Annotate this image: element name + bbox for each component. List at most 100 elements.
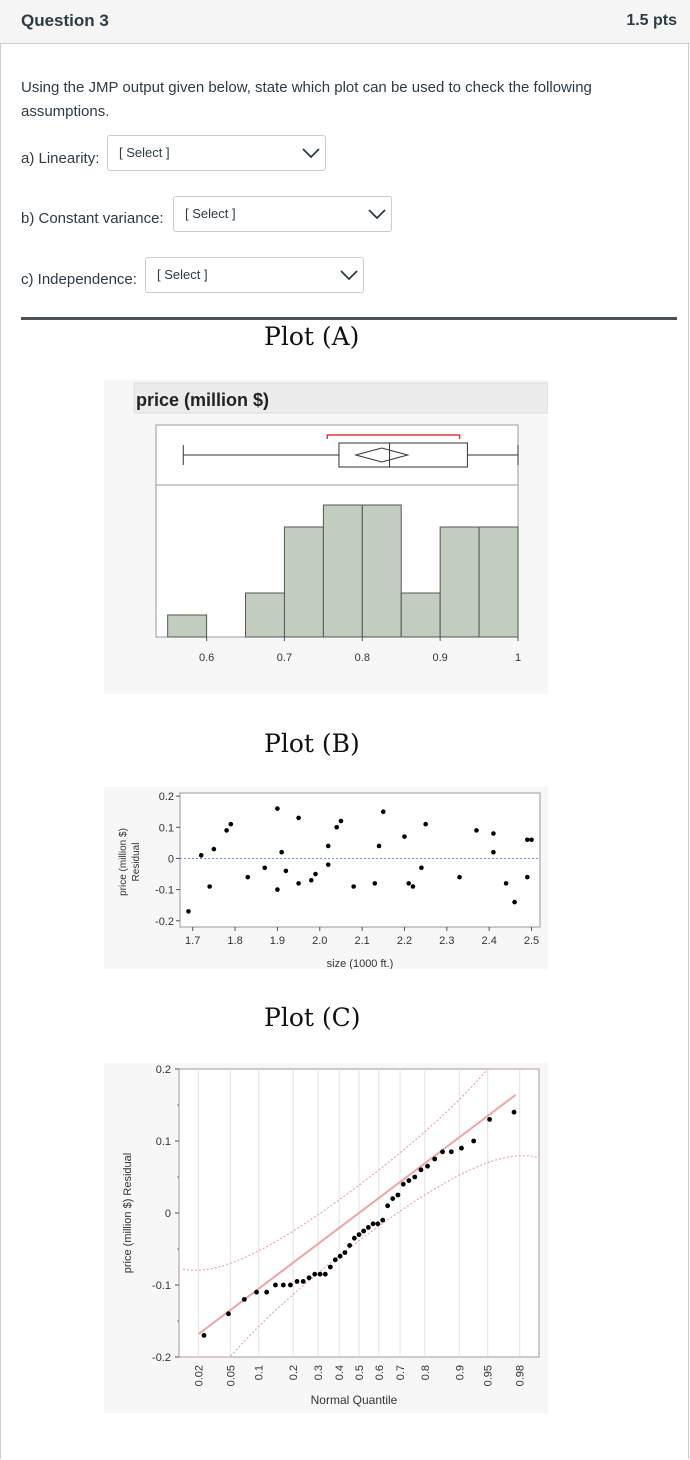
quantile-point [395,1192,401,1198]
quantile-point [273,1282,278,1288]
linearity-select[interactable]: [ Select ] [107,135,326,171]
plot-b-chart: 1.7 1.8 1.9 2.0 2.1 2.2 2.3 2.4 2.5 0.2 0.1 0 -0.1 -0… [118,791,541,970]
linearity-label: a) Linearity: [21,150,100,167]
residual-point [406,881,412,886]
independence-select-value: [ Select ] [157,267,208,282]
confidence-band-upper [182,1068,539,1271]
x-tick-label: 1 [515,652,521,664]
residual-point [402,834,407,839]
constant-variance-select[interactable]: [ Select ] [173,196,392,232]
x-tick-label: 1.9 [270,935,285,947]
x-tick-label: 0.8 [355,652,370,664]
x-tick-label: 1.7 [185,935,200,947]
quantile-point [400,1181,406,1187]
histogram-bar [167,614,208,638]
residual-point [228,821,234,827]
independence-label: c) Independence: [21,271,137,288]
residual-point [524,837,530,843]
residual-point [296,881,301,886]
residual-point [275,806,280,811]
residual-point [325,843,331,849]
histogram-bar [283,526,324,638]
quantile-point [322,1271,328,1277]
quantile-point [459,1145,464,1151]
y-tick-label: -0.2 [152,1352,171,1364]
normal-fit-line [197,1094,517,1335]
y-tick-label: -0.2 [155,916,174,928]
plot-b-ylabel-line1: price (million $) [118,828,129,896]
plot-a-chart: price (million $) 0.6 0.7 0.8 0.9 1 [133,382,549,664]
x-tick-label: 0.5 [354,1365,366,1380]
quantile-point [511,1109,517,1115]
plot-c-ylabel: price (million $) Residual [122,1153,134,1273]
y-tick-label: -0.1 [152,1280,171,1292]
x-tick-label: 0.9 [433,652,448,664]
question-prompt: Using the JMP output given below, state … [21,79,592,120]
plot-c-chart: 0.02 0.05 0.1 0.2 0.3 0.4 0.5 0.6 0.7 0.8 0.9 0.95 0… [122,1064,540,1407]
residual-point [308,877,314,883]
y-tick-label: 0.2 [156,1064,171,1076]
residual-point [529,837,534,843]
plot-a-caption: Plot (A) [264,322,360,351]
residual-point [474,828,479,833]
residual-point [296,815,301,821]
quantile-point [356,1232,362,1237]
residual-point [423,821,428,827]
divider [21,317,677,320]
x-tick-label: 0.4 [334,1365,346,1380]
y-tick-label: 0 [168,853,174,865]
x-tick-label: 2.2 [397,935,412,947]
x-tick-label: 0.1 [254,1365,266,1380]
quantile-point [201,1333,207,1338]
y-tick-label: 0.1 [159,822,174,834]
residual-point [491,831,496,836]
confidence-band-lower [182,1155,540,1358]
quantile-point [264,1289,270,1295]
quantile-point [288,1282,293,1288]
quantile-point [317,1271,323,1277]
boxplot-mean-diamond [353,447,410,463]
question-points: 1.5 pts [626,12,677,29]
x-tick-label: 2.5 [524,935,539,947]
quantile-point [332,1257,338,1263]
quantile-point [254,1289,259,1295]
chevron-down-icon [302,148,320,159]
quantile-point [380,1217,386,1223]
plot-c-xlabel: Normal Quantile [311,1393,398,1407]
residual-point [372,881,378,886]
quantile-point [448,1149,454,1155]
quantile-point [312,1271,318,1277]
residual-point [376,843,382,849]
residual-point [457,874,462,880]
residual-point [198,853,204,858]
quantile-point [294,1279,300,1284]
question-title: Question 3 [21,11,109,30]
residual-point [334,824,340,830]
quantile-point [390,1196,396,1201]
shortest-half-bracket [326,434,461,439]
independence-select[interactable]: [ Select ] [145,257,364,293]
x-tick-label: 0.02 [193,1365,205,1386]
question-header: Question 3 1.5 pts [0,0,690,44]
residual-point [275,887,280,892]
x-tick-label: 0.95 [483,1365,495,1386]
quantile-point [351,1235,357,1241]
x-tick-label: 0.6 [374,1365,386,1380]
histogram-bar [439,526,480,638]
quantile-point [370,1221,376,1227]
quantile-point [337,1253,343,1259]
y-tick-label: 0 [165,1208,171,1220]
quantile-point [226,1311,231,1317]
x-tick-label: 0.9 [454,1365,466,1380]
quantile-point [440,1149,445,1155]
quantile-point [280,1282,286,1288]
x-tick-label: 2.4 [482,935,497,947]
residual-point [313,871,318,877]
residual-point [410,884,416,889]
constant-variance-label: b) Constant variance: [21,210,164,227]
x-tick-label: 0.05 [225,1365,237,1386]
y-tick-label: 0.2 [159,791,174,803]
residual-point [279,849,284,855]
residual-point [380,809,386,814]
residual-point [351,884,356,889]
